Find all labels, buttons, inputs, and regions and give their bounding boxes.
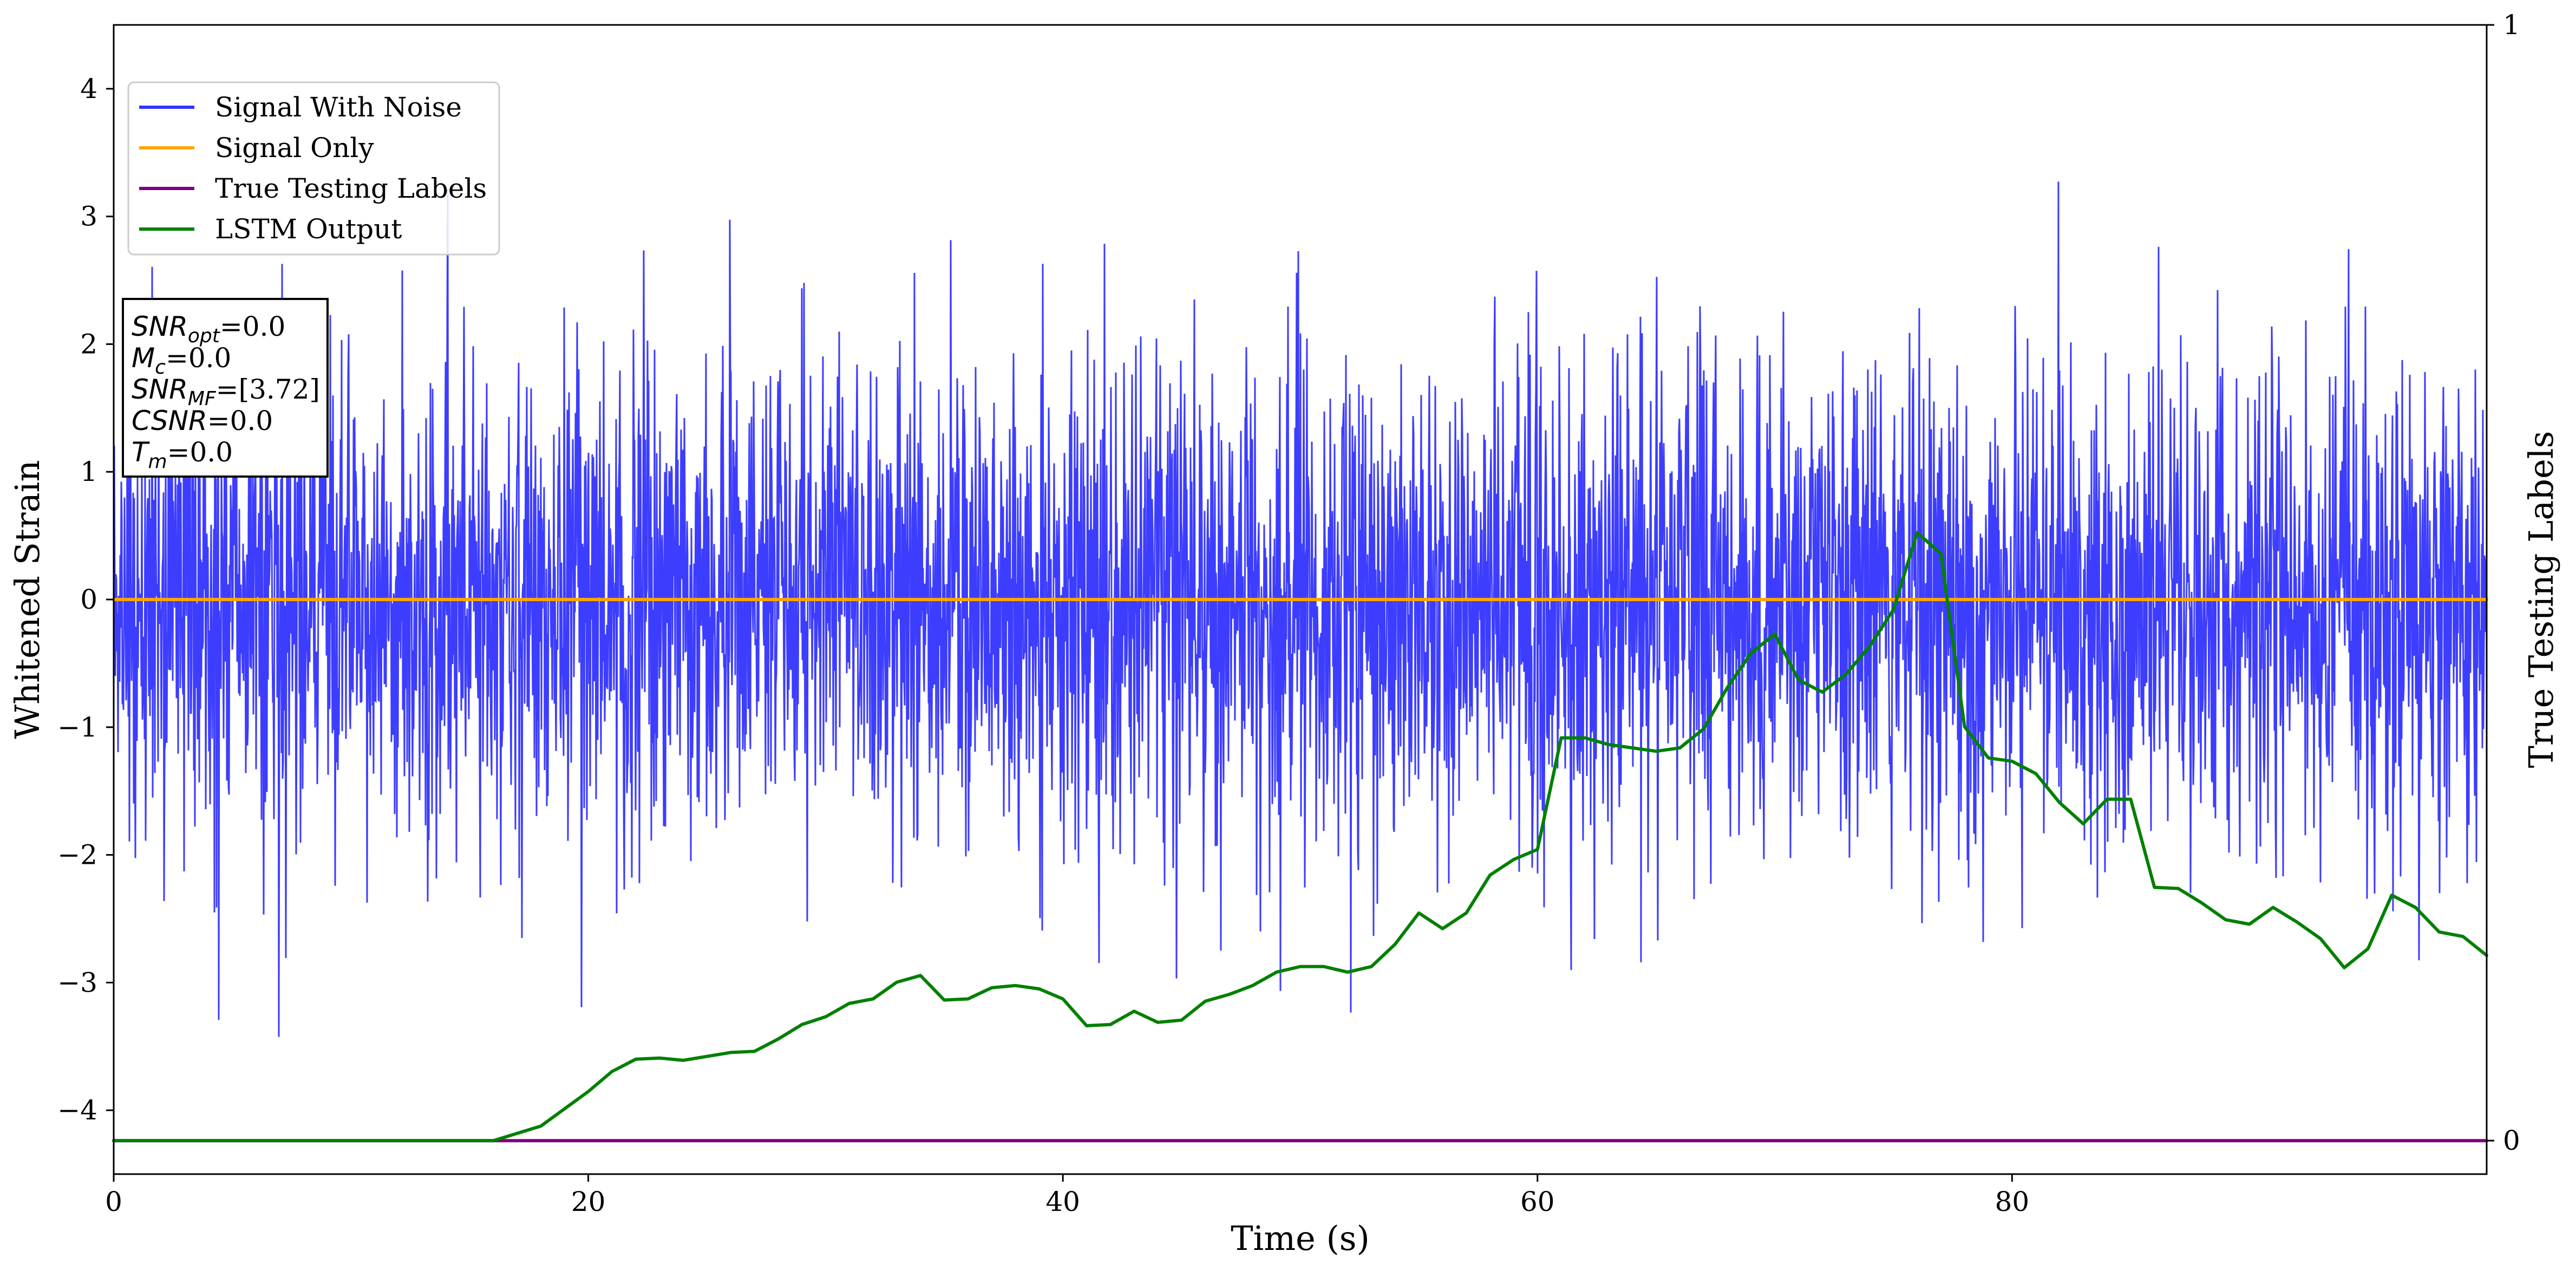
legend-label: Signal Only [215,132,374,164]
x-tick-label: 60 [1520,1186,1555,1217]
info-line: SNRMF=[3.72] [132,374,320,410]
legend-item-lstm-output: LSTM Output [139,213,402,245]
y-tick-label: 0 [80,584,97,615]
legend-item-signal-with-noise: Signal With Noise [139,92,462,123]
series-lines-layer [112,531,2488,1143]
x-tick-label: 40 [1045,1186,1080,1217]
info-line: SNRopt=0.0 [132,311,285,347]
series-line-lstm-output [112,531,2488,1143]
legend-item-signal-only: Signal Only [139,132,374,164]
noise-trace-layer [113,181,2488,1037]
y2-tick-label: 0 [2503,1125,2520,1156]
legend: Signal With Noise Signal Only True Testing… [127,81,500,256]
x-tick-label: 0 [105,1186,122,1217]
y-tick-label: −3 [57,967,97,998]
info-value: =0.0 [167,436,233,468]
info-line: Mc=0.0 [132,342,231,379]
legend-label: True Testing Labels [215,173,487,204]
y2-axis-title: True Testing Labels [2521,431,2561,768]
info-value: =[3.72] [216,374,320,405]
legend-label: LSTM Output [215,213,402,245]
info-line: Tm=0.0 [132,436,233,473]
legend-item-true-testing-labels: True Testing Labels [139,173,487,204]
info-symbol: M [132,342,155,374]
info-box: SNRopt=0.0Mc=0.0SNRMF=[3.72]CSNR=0.0Tm=0… [122,298,329,478]
legend-label: Signal With Noise [215,92,462,123]
info-subscript: c [155,356,166,379]
y-tick-label: 2 [80,328,97,360]
x-axis-title: Time (s) [1231,1219,1370,1258]
info-symbol: T [132,436,150,468]
info-subscript: MF [188,388,217,410]
y-tick-label: 3 [80,201,97,232]
info-subscript: m [148,451,167,473]
y2-tick-label: 1 [2503,9,2520,41]
x-tick-label: 80 [1995,1186,2030,1217]
series-line-signal-with-noise [113,181,2488,1037]
axis-titles-layer: Time (s) Whitened Strain True Testing La… [8,431,2561,1258]
info-symbol: SNR [132,374,188,405]
info-value: =0.0 [166,342,231,374]
info-box-frame [122,298,329,478]
y-tick-label: −1 [57,712,97,743]
x-tick-label: 20 [571,1186,606,1217]
y-tick-label: −4 [57,1094,97,1126]
info-symbol: SNR [132,311,188,342]
y-axis-title: Whitened Strain [8,460,47,739]
info-subscript: opt [188,325,221,347]
info-value: =0.0 [207,405,273,436]
legend-box [127,81,500,256]
info-value: =0.0 [220,311,285,342]
y-tick-label: 1 [80,456,97,487]
info-symbol: CSNR [132,405,207,436]
y-tick-label: 4 [80,73,97,105]
y-tick-label: −2 [57,839,97,871]
info-line: CSNR=0.0 [132,405,273,436]
